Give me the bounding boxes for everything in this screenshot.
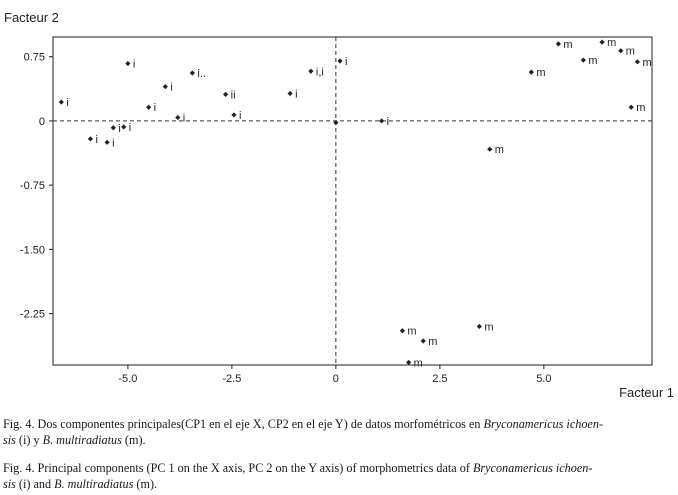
y-tick-label: 0.75 (24, 52, 45, 64)
data-point-m (399, 328, 406, 334)
caption-en-prefix: Fig. 4. Principal components (PC 1 on th… (3, 461, 473, 475)
y-axis-title: Facteur 2 (4, 10, 59, 25)
data-point-label-i: i (387, 116, 389, 128)
axis-ticks: -5.0 -2.5 0 2.5 5.0 0.75 0 -0.75 -1.50 -2.25 (20, 52, 552, 385)
y-tick-label: -2.25 (20, 309, 45, 321)
data-point-i (58, 99, 64, 105)
pca-scatter-plot: -5.0 -2.5 0 2.5 5.00.750-0.75-1.50-2.25 ii ii… (4, 10, 674, 400)
data-point-label-m: m (588, 55, 597, 67)
data-point-m (555, 41, 562, 47)
y-tick-label: -0.75 (20, 180, 45, 192)
data-point-m (420, 338, 426, 344)
plot-frame (52, 36, 653, 366)
data-point-label-i: i (66, 97, 68, 109)
figure-caption-english: Fig. 4. Principal components (PC 1 on th… (3, 460, 675, 492)
data-point-label-m: m (407, 326, 416, 338)
data-point-label-i: i (183, 113, 185, 125)
data-point-label-m: m (636, 102, 645, 114)
x-tick-label: 2.5 (432, 373, 447, 385)
data-point-i (87, 136, 94, 142)
data-point-label-m: m (607, 37, 616, 49)
data-point-i (189, 70, 195, 76)
data-point-i (223, 91, 229, 97)
data-point-i (337, 58, 343, 64)
caption-en-suffix: (m). (133, 477, 158, 491)
caption-en-species2: B. multiradiatus (54, 477, 134, 491)
caption-en-species1-part2: sis (3, 477, 16, 491)
data-point-i (121, 124, 127, 130)
data-point-i (162, 84, 168, 90)
data-point-label-i: i (345, 56, 347, 68)
figure-caption-spanish: Fig. 4. Dos componentes principales(CP1 … (3, 416, 675, 448)
x-tick-label: 5.0 (536, 373, 551, 385)
data-point-label-i: i (133, 59, 135, 71)
reference-lines (53, 37, 652, 365)
caption-es-prefix: Fig. 4. Dos componentes principales(CP1 … (3, 417, 484, 431)
data-point-i (104, 139, 110, 145)
caption-es-middle: (i) y (15, 433, 43, 447)
data-point-label-m: m (484, 321, 493, 333)
data-point-m (618, 48, 624, 54)
x-axis-title: Facteur 1 (619, 385, 674, 400)
caption-en-species1-part1: Bryconamericus ichoen- (472, 461, 593, 475)
data-point-i (110, 125, 116, 131)
data-point-label-m: m (495, 144, 504, 156)
data-point-m (628, 104, 634, 110)
data-point-m (406, 359, 412, 366)
data-point-m (580, 57, 586, 63)
y-tick-label: -1.50 (20, 244, 45, 256)
data-point-i (287, 90, 293, 97)
data-point-label-i: i (170, 82, 172, 94)
caption-es-species1-part2: sis (3, 433, 16, 447)
data-point-i (379, 118, 385, 124)
data-point-m (528, 69, 534, 75)
caption-es-species1-part1: Bryconamericus ichoen- (483, 417, 603, 431)
caption-es-suffix: (m). (121, 433, 146, 447)
data-point-label-i: i (112, 137, 114, 149)
caption-en-middle: (i) and (15, 477, 55, 491)
plot-border (52, 36, 653, 366)
data-point-i (308, 68, 314, 74)
data-point-label-i: i.. (197, 68, 206, 80)
data-point-label-i: i,i (316, 66, 324, 78)
data-point-label-i: i (118, 123, 120, 135)
data-point-label-m: m (428, 336, 437, 348)
data-point-m (634, 59, 641, 65)
data-point-label-m: m (563, 39, 572, 51)
data-point-i (125, 60, 131, 67)
data-point-m (476, 323, 482, 330)
data-point-label-i: i (239, 110, 241, 122)
y-tick-label: 0 (39, 116, 45, 128)
data-point-label-i: ii (231, 89, 236, 101)
data-point-i (231, 112, 237, 118)
caption-es-species2: B. multiradiatus (42, 433, 122, 447)
data-point-label-m: m (626, 46, 635, 58)
x-tick-label: -5.0 (118, 373, 137, 385)
x-tick-label: 0 (333, 373, 339, 385)
data-point-label-i: i (295, 89, 297, 101)
data-point-label-m: m (536, 67, 545, 79)
data-point-label-m: m (642, 57, 651, 69)
data-point-m (487, 146, 493, 152)
data-point-i (333, 120, 339, 126)
data-point-i (146, 104, 152, 110)
data-point-label-i: i (154, 102, 156, 114)
data-point-label-i: i (129, 122, 131, 134)
data-point-i (175, 114, 181, 121)
data-point-m (599, 39, 605, 45)
data-point-label-m: m (414, 357, 423, 369)
x-tick-label: -2.5 (222, 373, 241, 385)
data-point-label-i: i (95, 134, 97, 146)
